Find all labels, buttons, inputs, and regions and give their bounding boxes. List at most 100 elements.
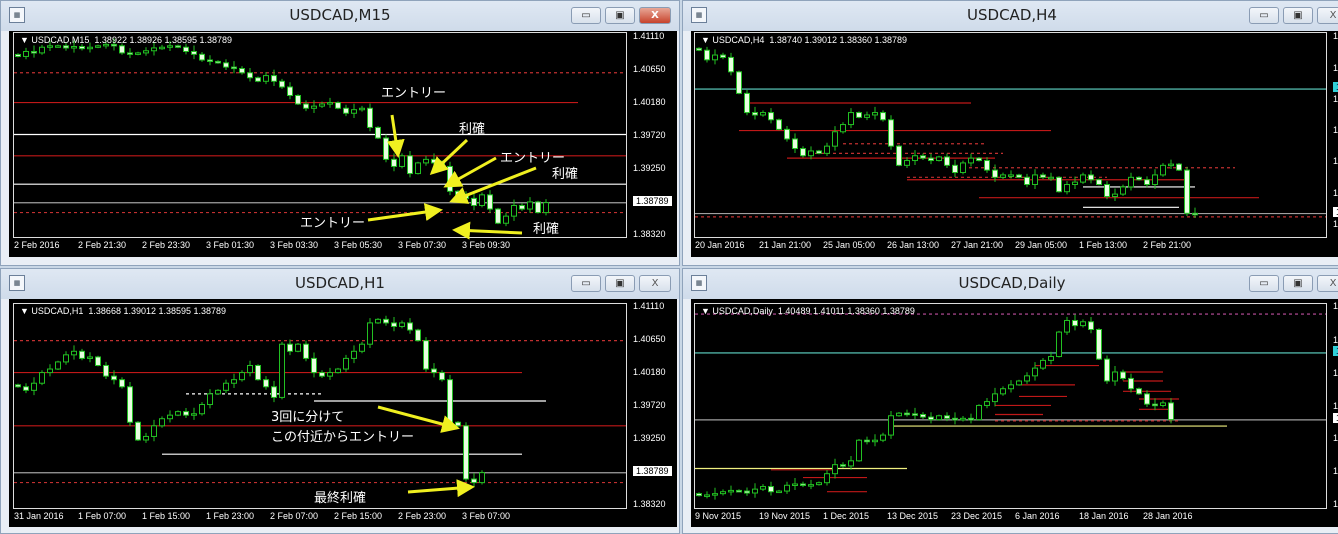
candle-body	[143, 50, 149, 54]
candle	[1144, 390, 1150, 408]
price-plot[interactable]: ▼ USDCAD,M15 1.38922 1.38926 1.38595 1.3…	[13, 32, 627, 238]
candle-body	[832, 131, 838, 147]
candle	[1152, 398, 1158, 411]
candle	[399, 320, 405, 329]
candle-body	[23, 386, 29, 391]
chart-area[interactable]: ▼ USDCAD,Daily 1.40489 1.41011 1.38360 1…	[691, 299, 1338, 527]
candle-body	[255, 364, 261, 381]
candle	[808, 146, 814, 160]
candle	[255, 364, 261, 381]
candle	[543, 199, 549, 216]
candle-body	[199, 404, 205, 415]
candle	[1160, 400, 1166, 408]
candle	[175, 44, 181, 49]
candle-body	[463, 425, 469, 480]
candle	[119, 43, 125, 55]
candle	[992, 387, 998, 407]
maximize-button[interactable]: ▣	[1283, 275, 1313, 292]
chart-window-h1[interactable]: ▦ USDCAD,H1 ▭ ▣ X ▼ USDCAD,H1 1.38668 1.…	[0, 268, 680, 534]
candle	[1152, 169, 1158, 190]
candle	[15, 383, 21, 388]
time-tick-label: 2 Feb 21:00	[1143, 240, 1192, 250]
candle	[335, 101, 341, 110]
candle	[367, 103, 373, 132]
time-tick-label: 3 Feb 01:30	[206, 240, 255, 250]
chart-area[interactable]: ▼ USDCAD,M15 1.38922 1.38926 1.38595 1.3…	[9, 31, 677, 257]
candle-body	[167, 414, 173, 420]
marker-price-label: 1.4398	[1333, 345, 1338, 356]
chart-area[interactable]: ▼ USDCAD,H1 1.38668 1.39012 1.38595 1.38…	[9, 299, 677, 527]
candle	[1024, 372, 1030, 384]
candle-body	[1088, 321, 1094, 330]
candle-body	[1040, 174, 1046, 178]
close-button[interactable]: X	[639, 275, 671, 292]
chart-area[interactable]: ▼ USDCAD,H4 1.38740 1.39012 1.38360 1.38…	[691, 31, 1338, 257]
candle-body	[175, 411, 181, 416]
candle	[792, 478, 798, 491]
candle	[335, 367, 341, 374]
candle-body	[888, 415, 894, 436]
candle	[840, 462, 846, 468]
candle-body	[79, 350, 85, 359]
candle	[479, 192, 485, 208]
candle-body	[1152, 174, 1158, 186]
title-bar[interactable]: ▦ USDCAD,H4 ▭ ▣ X	[683, 1, 1338, 31]
close-button[interactable]: X	[1317, 7, 1338, 24]
candle-body	[63, 45, 69, 49]
candle-body	[271, 75, 277, 82]
candle-body	[303, 103, 309, 109]
yellow-arrow	[429, 138, 469, 176]
title-bar[interactable]: ▦ USDCAD,H1 ▭ ▣ X	[1, 269, 679, 299]
candle	[1056, 176, 1062, 193]
candle-body	[712, 493, 718, 496]
candle	[183, 408, 189, 419]
close-button[interactable]: X	[1317, 275, 1338, 292]
annotation-split-entry-line2: この付近からエントリー	[271, 430, 415, 445]
candle	[1040, 172, 1046, 180]
candle-body	[239, 372, 245, 381]
candle-body	[135, 52, 141, 55]
candle-body	[1176, 163, 1182, 171]
candle-body	[47, 368, 53, 374]
time-tick-label: 18 Jan 2016	[1079, 511, 1129, 521]
time-tick-label: 3 Feb 03:30	[270, 240, 319, 250]
candle-body	[968, 157, 974, 164]
time-tick-label: 3 Feb 09:30	[462, 240, 511, 250]
candle	[423, 155, 429, 166]
close-button[interactable]: X	[639, 7, 671, 24]
candle-body	[1104, 184, 1110, 198]
candle-body	[79, 46, 85, 50]
minimize-button[interactable]: ▭	[571, 7, 601, 24]
candle	[1016, 173, 1022, 179]
time-tick-label: 20 Jan 2016	[695, 240, 745, 250]
candle	[736, 70, 742, 95]
candle	[159, 44, 165, 50]
candle-body	[896, 145, 902, 166]
candle-body	[864, 439, 870, 443]
candle-body	[255, 77, 261, 82]
minimize-button[interactable]: ▭	[571, 275, 601, 292]
title-bar[interactable]: ▦ USDCAD,Daily ▭ ▣ X	[683, 269, 1338, 299]
minimize-button[interactable]: ▭	[1249, 7, 1279, 24]
price-plot[interactable]: ▼ USDCAD,Daily 1.40489 1.41011 1.38360 1…	[694, 303, 1327, 509]
title-bar[interactable]: ▦ USDCAD,M15 ▭ ▣ X	[1, 1, 679, 31]
maximize-button[interactable]: ▣	[1283, 7, 1313, 24]
candle	[1128, 172, 1134, 191]
chart-window-h4[interactable]: ▦ USDCAD,H4 ▭ ▣ X ▼ USDCAD,H4 1.38740 1.…	[682, 0, 1338, 266]
candle-body	[736, 489, 742, 493]
candle-body	[359, 107, 365, 111]
candle	[311, 100, 317, 114]
price-plot[interactable]: ▼ USDCAD,H4 1.38740 1.39012 1.38360 1.38…	[694, 32, 1327, 238]
maximize-button[interactable]: ▣	[605, 7, 635, 24]
time-tick-label: 3 Feb 07:00	[462, 511, 511, 521]
candle	[343, 104, 349, 117]
chart-window-m15[interactable]: ▦ USDCAD,M15 ▭ ▣ X ▼ USDCAD,M15 1.38922 …	[0, 0, 680, 266]
price-plot[interactable]: ▼ USDCAD,H1 1.38668 1.39012 1.38595 1.38…	[13, 303, 627, 509]
candle	[39, 44, 45, 55]
maximize-button[interactable]: ▣	[605, 275, 635, 292]
chart-window-daily[interactable]: ▦ USDCAD,Daily ▭ ▣ X ▼ USDCAD,Daily 1.40…	[682, 268, 1338, 534]
minimize-button[interactable]: ▭	[1249, 275, 1279, 292]
candle	[832, 126, 838, 151]
price-tick-label: 1.40650	[633, 333, 666, 344]
yellow-arrow	[367, 203, 443, 222]
